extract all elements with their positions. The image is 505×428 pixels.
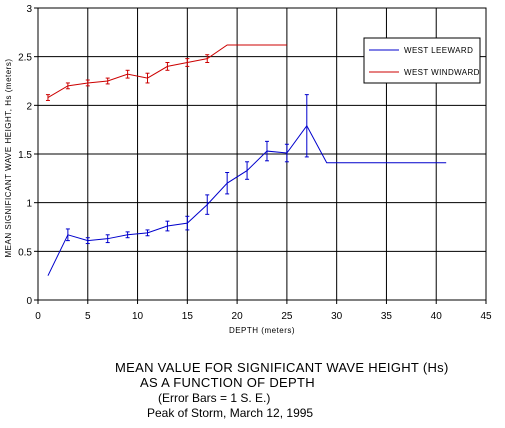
- chart-title-line-4: Peak of Storm, March 12, 1995: [147, 406, 314, 420]
- chart-title-line-2: AS A FUNCTION OF DEPTH: [140, 375, 315, 390]
- chart-title-line-3: (Error Bars = 1 S. E.): [158, 391, 271, 405]
- y-tick-label: 2: [26, 101, 32, 112]
- y-tick-label: 0: [26, 296, 32, 307]
- chart-title-line-1: MEAN VALUE FOR SIGNIFICANT WAVE HEIGHT (…: [115, 360, 449, 375]
- x-tick-label: 40: [431, 311, 443, 322]
- legend-label-west-leeward: WEST LEEWARD: [404, 46, 473, 55]
- x-tick-label: 30: [331, 311, 343, 322]
- x-tick-label: 10: [132, 311, 144, 322]
- legend-box: [363, 37, 481, 84]
- series-west-windward: [45, 44, 287, 101]
- x-tick-label: 45: [480, 311, 492, 322]
- x-tick-label: 5: [85, 311, 91, 322]
- x-tick-label: 25: [281, 311, 293, 322]
- series-line-west-leeward: [47, 124, 447, 276]
- x-tick-label: 35: [381, 311, 393, 322]
- x-tick-label: 15: [182, 311, 194, 322]
- x-tick-label: 20: [232, 311, 244, 322]
- y-tick-label: 1: [26, 199, 32, 210]
- y-axis-label: MEAN SIGNIFICANT WAVE HEIGHT, Hs (meters…: [4, 58, 13, 257]
- legend-label-west-windward: WEST WINDWARD: [404, 68, 480, 77]
- axis-ticks: 0 5 10 15 20 25 30 35 40 45 0 0.5 1 1.5 2 2.5 3: [18, 4, 492, 322]
- y-tick-label: 0.5: [18, 247, 32, 258]
- legend: WEST LEEWARD WEST WINDWARD: [363, 37, 481, 84]
- y-tick-label: 2.5: [18, 53, 32, 64]
- y-tick-label: 3: [26, 4, 32, 15]
- x-axis-label: DEPTH (meters): [229, 326, 295, 335]
- series-group: [45, 44, 447, 276]
- series-west-leeward: [47, 94, 447, 276]
- x-tick-label: 0: [35, 311, 41, 322]
- series-line-west-windward: [47, 44, 287, 98]
- y-tick-label: 1.5: [18, 150, 32, 161]
